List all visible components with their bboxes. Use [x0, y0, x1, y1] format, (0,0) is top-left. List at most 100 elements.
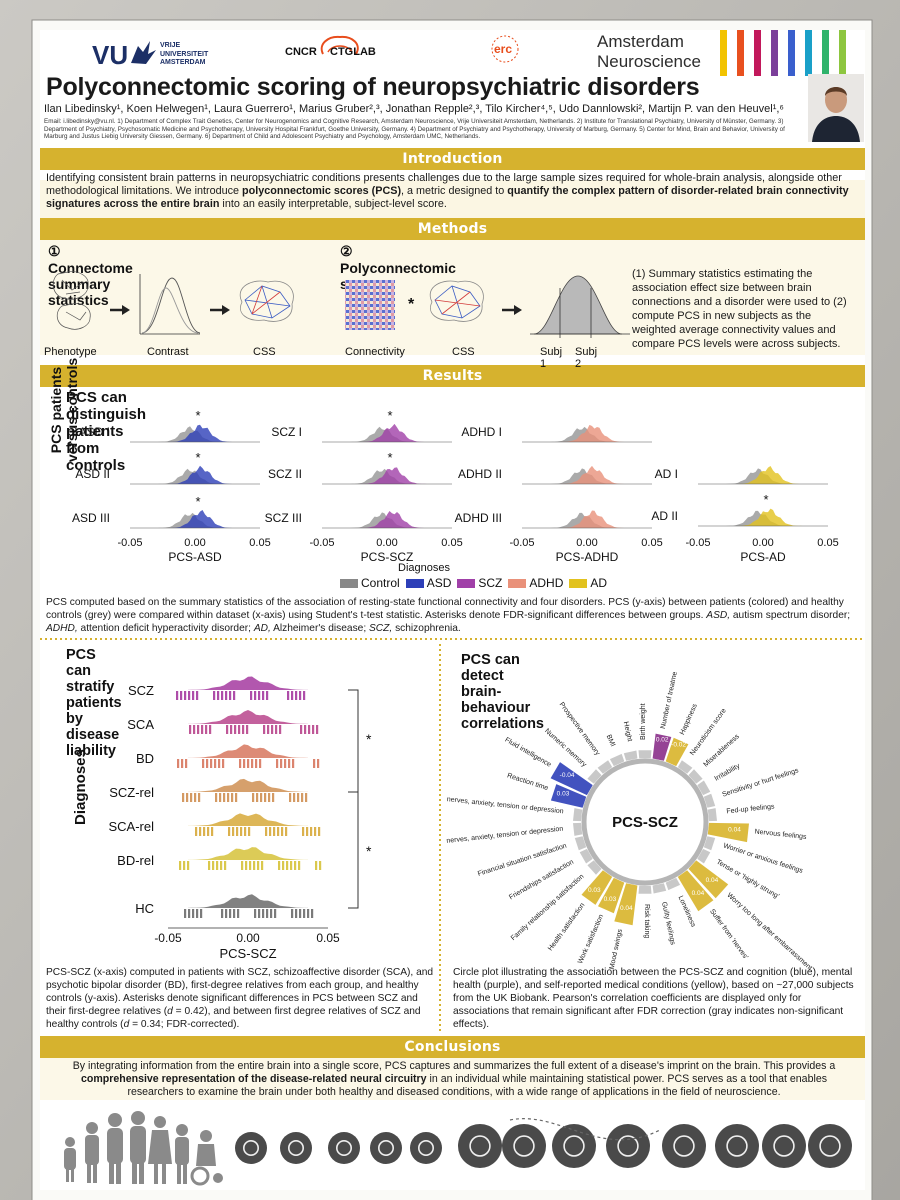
ridge-row-label: ADHD III — [455, 511, 502, 525]
circle-bar-value: 0.03 — [588, 887, 601, 894]
intro-bold-pcs: polyconnectomic scores (PCS) — [242, 185, 402, 197]
stripe-2 — [754, 30, 761, 76]
legend-item: ASD — [405, 575, 451, 591]
legend-label: Control — [361, 576, 400, 590]
ridge-row-label: AD I — [655, 467, 678, 481]
circle-category-label: BMI — [605, 734, 616, 748]
circle-bar — [677, 870, 714, 912]
circle-bar — [697, 848, 711, 864]
ridge-patient — [718, 466, 818, 484]
ridge-row-label: ASD II — [75, 467, 110, 481]
ridge-sig: * — [195, 494, 200, 509]
circle-bar — [665, 737, 689, 767]
ridge-patient — [542, 510, 642, 528]
ridge-patient — [542, 465, 642, 484]
stratify-density — [188, 778, 308, 792]
legend-item: ADHD — [508, 575, 563, 591]
erc-logo: erc — [494, 42, 513, 56]
caption-scz: SCZ, — [369, 623, 393, 634]
ridge-sig: * — [387, 408, 392, 423]
stratify-tick-label: 0.05 — [316, 931, 340, 945]
circle-bar-value: 0.03 — [604, 896, 617, 903]
legend-item: SCZ — [457, 575, 502, 591]
legend-label: SCZ — [478, 576, 503, 590]
circle-bar — [707, 808, 717, 822]
caption-part-3: attention deficit hyperactivity disorder… — [77, 623, 254, 634]
conclusions-text-2: in an individual while maintaining stati… — [127, 1073, 828, 1098]
stratify-row-label: HC — [135, 901, 154, 916]
stratify-row-label: SCA — [127, 717, 154, 732]
circle-bar — [703, 793, 716, 808]
circle-bar — [587, 769, 602, 784]
ridge-x-title: PCS-ADHD — [556, 550, 619, 564]
stratify-jitter — [179, 861, 322, 870]
circle-bar — [597, 760, 613, 774]
label-contrast: Contrast — [147, 346, 189, 358]
label-subj2: Subj 2 — [575, 346, 598, 370]
legend-swatch — [457, 578, 476, 588]
stratify-jitter — [184, 909, 314, 918]
ridge-patient — [342, 511, 442, 528]
stratify-jitter — [182, 793, 308, 802]
ridge-tick-label: -0.05 — [309, 537, 334, 549]
stratify-tick-label: 0.00 — [236, 931, 260, 945]
stripe-4 — [788, 30, 795, 76]
ridge-patient — [342, 423, 442, 442]
multiply-symbol: * — [408, 296, 415, 313]
circle-center-label: PCS-SCZ — [612, 814, 678, 831]
circle-category-label: Seen doctor for nerves, anxiety, tension… — [445, 826, 564, 850]
ridge-row-label: SCZ II — [268, 467, 302, 481]
circle-bar — [550, 784, 587, 808]
stratify-jitter — [195, 827, 321, 836]
ridge-tick-label: 0.05 — [249, 537, 270, 549]
circle-bar — [623, 750, 638, 761]
vu-logo-name: VRIJE UNIVERSITEIT AMSTERDAM — [160, 42, 209, 66]
circle-bar — [638, 750, 652, 759]
circle-category-label: Guilty feelings — [660, 901, 676, 946]
circle-category-label: Risk taking — [643, 904, 650, 938]
caption-ad: AD, — [253, 623, 271, 634]
author-photo — [808, 74, 864, 142]
caption-part-4: Alzheimer's disease; — [270, 623, 370, 634]
legend-swatch — [405, 578, 424, 588]
ridge-row-label: ADHD II — [458, 467, 502, 481]
circle-category-label: Nervous feelings — [754, 829, 807, 841]
stratify-title: PCS can stratify patients by disease lia… — [66, 647, 122, 759]
legend-item: AD — [569, 575, 607, 591]
legend-title: Diagnoses — [398, 562, 450, 574]
ridge-tick-label: 0.00 — [184, 537, 205, 549]
caption-asd: ASD, — [706, 610, 731, 621]
distinguish-caption: PCS computed based on the summary statis… — [46, 596, 858, 635]
sig-star-2: * — [366, 843, 372, 859]
circle-bar-value: -0.04 — [560, 772, 575, 779]
legend-label: AD — [590, 576, 608, 590]
griffin-icon — [131, 41, 156, 64]
monitor-icon — [280, 1132, 312, 1164]
stratify-tick-label: -0.05 — [154, 931, 182, 945]
dna-icon — [458, 1124, 502, 1168]
label-connectivity: Connectivity — [345, 346, 405, 358]
significance-brackets — [348, 689, 359, 909]
label-css: CSS — [253, 346, 276, 358]
ridge-patient — [150, 510, 250, 528]
stratify-caption-2: = 0.42), and between first degree relati… — [46, 1006, 421, 1030]
scan-icon — [606, 1124, 650, 1168]
ridge-row-label: ASD III — [72, 511, 110, 525]
circle-category-label: Mood swings — [609, 928, 624, 970]
circle-bar — [614, 883, 638, 926]
circle-category-label: Happiness — [679, 702, 699, 736]
circle-bar — [652, 883, 667, 894]
ridge-tick-label: 0.05 — [441, 537, 462, 549]
css-network — [239, 280, 294, 322]
ridge-patient — [718, 508, 818, 526]
circle-category-label: Seen a psychiatrist for nerves, anxiety,… — [445, 789, 564, 816]
stratify-caption-3: = 0.34; FDR-corrected). — [129, 1019, 240, 1030]
methods-diagram — [52, 271, 630, 338]
introduction-text: Identifying consistent brain patterns in… — [46, 172, 856, 211]
poster-title: Polyconnectomic scoring of neuropsychiat… — [46, 73, 700, 101]
stratify-d2: d — [123, 1019, 130, 1030]
intro-text-3: into an easily interpretable, subject-le… — [219, 198, 447, 210]
fingerprint-icon — [715, 1124, 759, 1168]
circle-bar-value: 0.04 — [692, 890, 705, 897]
mouse-icon — [502, 1124, 546, 1168]
